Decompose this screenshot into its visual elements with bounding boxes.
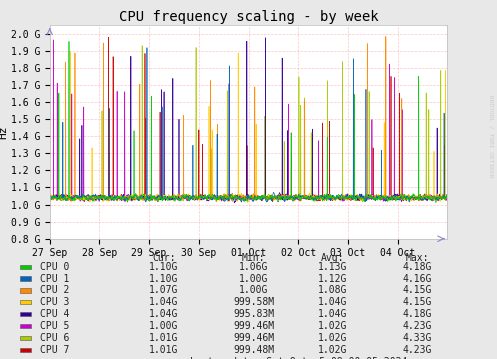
Text: Last update: Sat Oct  5 09:00:05 2024: Last update: Sat Oct 5 09:00:05 2024 xyxy=(189,356,407,359)
Text: CPU 7: CPU 7 xyxy=(40,345,69,355)
Text: CPU 1: CPU 1 xyxy=(40,274,69,284)
Text: 4.15G: 4.15G xyxy=(403,285,432,295)
Text: 999.46M: 999.46M xyxy=(233,321,274,331)
Text: 1.02G: 1.02G xyxy=(318,321,348,331)
Text: 1.02G: 1.02G xyxy=(318,345,348,355)
Text: 1.12G: 1.12G xyxy=(318,274,348,284)
Text: CPU 5: CPU 5 xyxy=(40,321,69,331)
Text: 1.10G: 1.10G xyxy=(149,274,179,284)
Text: 995.83M: 995.83M xyxy=(233,309,274,319)
Text: 1.04G: 1.04G xyxy=(318,297,348,307)
Text: 4.23G: 4.23G xyxy=(403,345,432,355)
Text: Max:: Max: xyxy=(406,253,429,263)
Y-axis label: Hz: Hz xyxy=(0,125,8,139)
Text: CPU 3: CPU 3 xyxy=(40,297,69,307)
Text: CPU 4: CPU 4 xyxy=(40,309,69,319)
Text: RRDTOOL / TOBI OETIKER: RRDTOOL / TOBI OETIKER xyxy=(488,95,493,178)
Text: 1.06G: 1.06G xyxy=(239,262,268,272)
Text: 1.00G: 1.00G xyxy=(239,285,268,295)
Text: CPU 0: CPU 0 xyxy=(40,262,69,272)
Text: 4.16G: 4.16G xyxy=(403,274,432,284)
Text: 1.02G: 1.02G xyxy=(318,333,348,343)
Text: 4.15G: 4.15G xyxy=(403,297,432,307)
Text: 1.00G: 1.00G xyxy=(149,321,179,331)
Text: Cur:: Cur: xyxy=(152,253,176,263)
Text: 1.04G: 1.04G xyxy=(149,297,179,307)
Text: 4.33G: 4.33G xyxy=(403,333,432,343)
Text: Min:: Min: xyxy=(242,253,265,263)
Text: 999.58M: 999.58M xyxy=(233,297,274,307)
Text: 1.04G: 1.04G xyxy=(149,309,179,319)
Title: CPU frequency scaling - by week: CPU frequency scaling - by week xyxy=(119,10,378,24)
Text: 1.01G: 1.01G xyxy=(149,333,179,343)
Text: CPU 6: CPU 6 xyxy=(40,333,69,343)
Text: 1.13G: 1.13G xyxy=(318,262,348,272)
Text: 1.04G: 1.04G xyxy=(318,309,348,319)
Text: 1.10G: 1.10G xyxy=(149,262,179,272)
Text: 4.23G: 4.23G xyxy=(403,321,432,331)
Text: CPU 2: CPU 2 xyxy=(40,285,69,295)
Text: 999.48M: 999.48M xyxy=(233,345,274,355)
Text: 1.01G: 1.01G xyxy=(149,345,179,355)
Text: 4.18G: 4.18G xyxy=(403,262,432,272)
Text: Avg:: Avg: xyxy=(321,253,345,263)
Text: 1.07G: 1.07G xyxy=(149,285,179,295)
Text: 1.08G: 1.08G xyxy=(318,285,348,295)
Text: 999.46M: 999.46M xyxy=(233,333,274,343)
Text: 1.00G: 1.00G xyxy=(239,274,268,284)
Text: 4.18G: 4.18G xyxy=(403,309,432,319)
